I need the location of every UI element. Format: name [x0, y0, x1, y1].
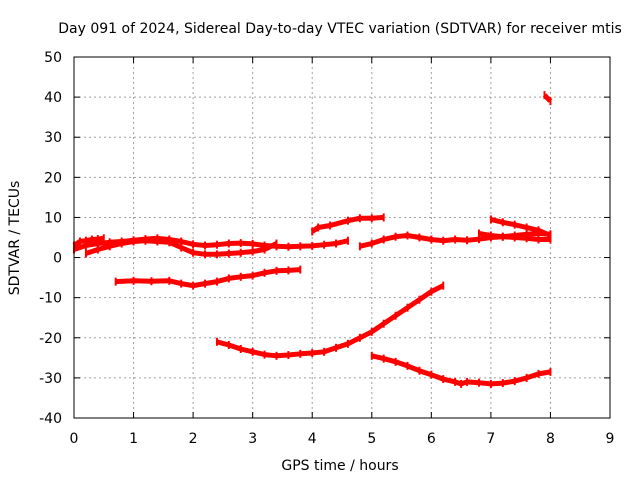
y-tick-label: -40: [39, 411, 62, 427]
x-axis-ticks: 0 1 2 3 4 5 6 7 8 9: [70, 57, 615, 447]
y-axis-label: SDTVAR / TECUs: [7, 181, 23, 296]
x-tick-label: 9: [606, 431, 615, 447]
y-tick-label: 30: [44, 130, 62, 146]
x-tick-label: 4: [308, 431, 317, 447]
series-trace-4: [115, 267, 301, 289]
x-tick-label: 1: [129, 431, 138, 447]
y-tick-label: -20: [39, 331, 62, 347]
series-trace-11: [371, 353, 551, 387]
series-group: [72, 91, 553, 388]
x-tick-label: 6: [427, 431, 436, 447]
x-tick-label: 8: [546, 431, 555, 447]
y-tick-label: 10: [44, 210, 62, 226]
y-tick-label: 20: [44, 170, 62, 186]
y-axis-ticks: -40 -30 -20 -10 0 10 20 30 40 50: [39, 50, 610, 427]
y-tick-label: -30: [39, 371, 62, 387]
x-axis-label: GPS time / hours: [281, 458, 398, 474]
series-trace-10: [216, 283, 445, 359]
chart-title: Day 091 of 2024, Sidereal Day-to-day VTE…: [58, 21, 622, 37]
y-tick-label: 50: [44, 50, 62, 66]
x-tick-label: 0: [70, 431, 79, 447]
y-tick-label: 40: [44, 90, 62, 106]
plot-frame: [73, 56, 611, 419]
y-tick-label: -10: [39, 291, 62, 307]
x-tick-label: 7: [486, 431, 495, 447]
x-tick-label: 3: [248, 431, 257, 447]
x-tick-label: 5: [367, 431, 376, 447]
y-tick-label: 0: [53, 251, 62, 267]
x-tick-label: 2: [189, 431, 198, 447]
